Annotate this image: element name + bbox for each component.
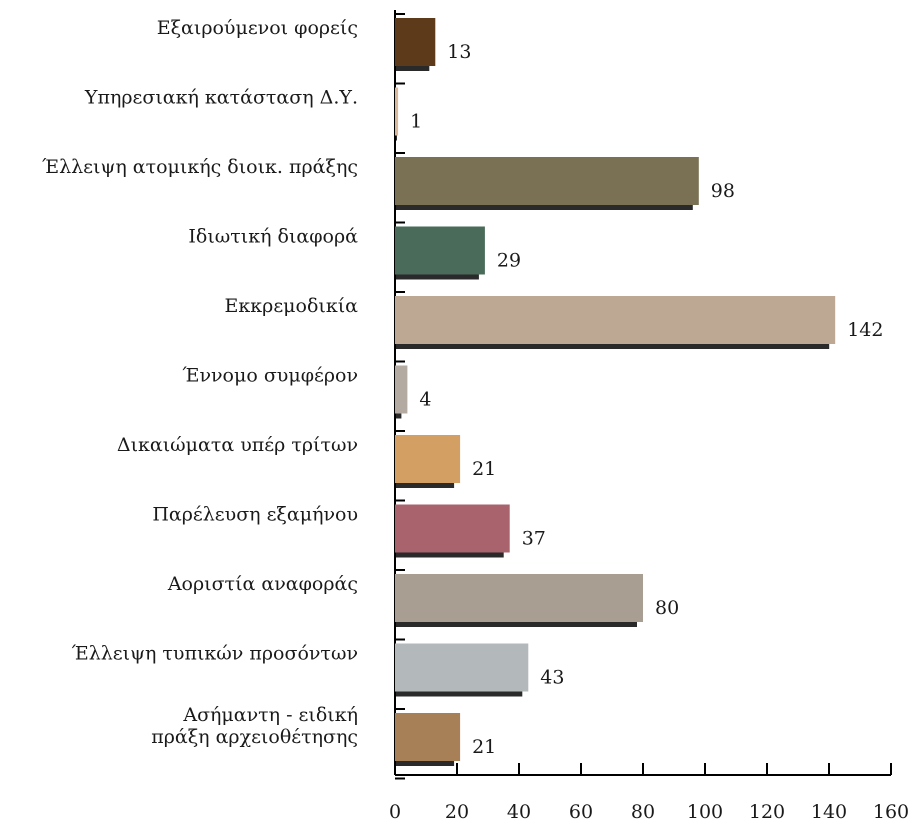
x-tick-label: 140 [811,801,847,823]
x-tick-label: 120 [749,801,785,823]
category-label-line: Ασήμαντη - ειδική [182,704,358,726]
bar [395,87,399,136]
category-label-line: Εκκρεμοδικία [225,295,359,317]
bar [395,435,461,483]
x-tick-label: 20 [445,801,469,823]
category-label-line: Έλλειψη ατομικής διοικ. πράξης [42,156,358,178]
bar-value-label: 142 [847,319,883,341]
x-tick-label: 0 [389,801,401,823]
bar-value-label: 29 [497,250,521,272]
category-label: Έλλειψη τυπικών προσόντων [72,643,358,665]
bar-value-label: 80 [655,597,679,619]
bars-layer [395,18,836,766]
category-label-line: Ιδιωτική διαφορά [188,226,358,248]
category-label: Εκκρεμοδικία [225,295,359,317]
bar [395,18,436,66]
bar [395,157,699,205]
category-label-line: Αοριστία αναφοράς [167,573,358,595]
category-label: Έννομο συμφέρον [182,365,358,387]
category-label-line: Έλλειψη τυπικών προσόντων [72,643,358,665]
category-label: Έλλειψη ατομικής διοικ. πράξης [42,156,358,178]
category-label-line: πράξη αρχειοθέτησης [151,726,358,748]
category-label: Αοριστία αναφοράς [167,573,358,595]
bar-value-label: 21 [472,458,496,480]
x-tick-label: 100 [687,801,723,823]
category-label-line: Δικαιώματα υπέρ τρίτων [117,434,358,456]
bar [395,296,836,344]
x-tick-label: 60 [569,801,593,823]
category-label-line: Παρέλευση εξαμήνου [152,504,358,526]
category-label: Ασήμαντη - ειδική πράξη αρχειοθέτησης [151,704,358,748]
bar [395,504,510,553]
category-label-line: Εξαιρούμενοι φορείς [157,17,358,39]
bar [395,713,461,761]
bar-value-label: 43 [540,667,564,689]
bar-value-label: 1 [410,111,422,133]
bar [395,226,485,275]
x-tick-label: 40 [507,801,531,823]
bar [395,643,529,692]
category-label: Υπηρεσιακή κατάσταση Δ.Υ. [84,87,358,109]
bar-value-label: 98 [711,180,735,202]
x-tick-label: 80 [631,801,655,823]
category-label: Παρέλευση εξαμήνου [152,504,358,526]
category-label: Ιδιωτική διαφορά [188,226,358,248]
bar-value-label: 4 [419,389,431,411]
labels-layer: 13 Εξαιρούμενοι φορείς 1 Υπηρεσιακή κατάστα… [42,17,883,758]
category-label-line: Υπηρεσιακή κατάσταση Δ.Υ. [84,87,358,109]
bar [395,574,643,622]
bar-value-label: 13 [447,41,471,63]
category-label: Δικαιώματα υπέρ τρίτων [117,434,358,456]
category-label-line: Έννομο συμφέρον [182,365,358,387]
category-label: Εξαιρούμενοι φορείς [157,17,358,39]
bar-value-label: 21 [472,736,496,758]
bar-value-label: 37 [522,528,546,550]
ticks-layer: 0 20 40 60 80 100 120 140 160 [389,13,909,823]
bar [395,365,408,414]
x-tick-label: 160 [873,801,909,823]
